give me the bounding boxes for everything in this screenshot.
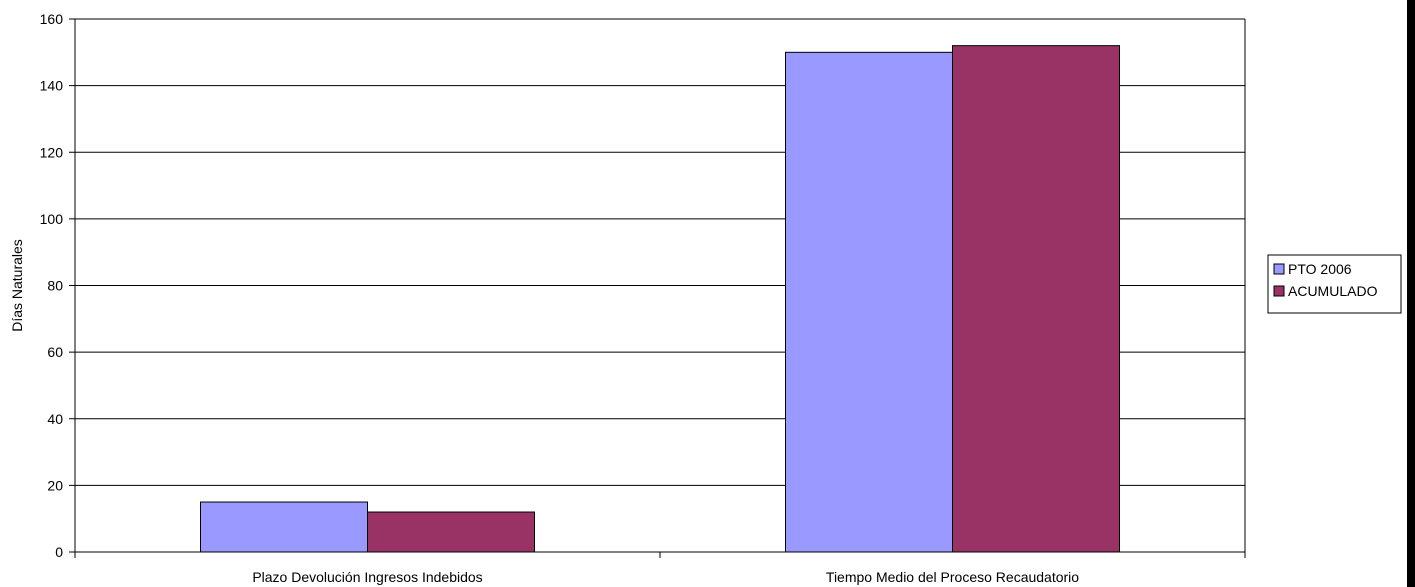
- right-edge-border: [1407, 0, 1415, 587]
- y-tick-label: 140: [40, 78, 64, 94]
- legend-box: [1267, 254, 1402, 314]
- axes: [69, 18, 1246, 558]
- y-tick-label: 120: [40, 144, 64, 160]
- legend-swatch: [1273, 285, 1285, 297]
- legend: PTO 2006 ACUMULADO: [1267, 254, 1402, 314]
- x-tick-label: Plazo Devolución Ingresos Indebidos: [252, 569, 482, 585]
- legend-label: ACUMULADO: [1288, 283, 1378, 299]
- y-tick-label: 0: [55, 544, 63, 560]
- bar-acumulado-0: [367, 511, 535, 553]
- legend-label: PTO 2006: [1288, 261, 1352, 277]
- y-tick-label: 40: [47, 411, 63, 427]
- bar-acumulado-1: [952, 45, 1120, 553]
- y-tick-label: 160: [40, 11, 64, 27]
- y-axis-title: Días Naturales: [9, 239, 25, 332]
- y-tick-label: 60: [47, 344, 63, 360]
- bar-pto-2006-1: [785, 51, 953, 553]
- x-tick-label: Tiempo Medio del Proceso Recaudatorio: [826, 569, 1079, 585]
- tick-labels: 0 20 40 60 80 100 120 140 160 Plazo Devolución In…: [40, 11, 1080, 585]
- bars: [200, 45, 1120, 553]
- y-tick-label: 100: [40, 211, 64, 227]
- bar-pto-2006-0: [200, 501, 368, 553]
- y-tick-label: 20: [47, 477, 63, 493]
- gridlines: [75, 18, 1245, 486]
- legend-swatch: [1273, 263, 1285, 275]
- y-tick-label: 80: [47, 278, 63, 294]
